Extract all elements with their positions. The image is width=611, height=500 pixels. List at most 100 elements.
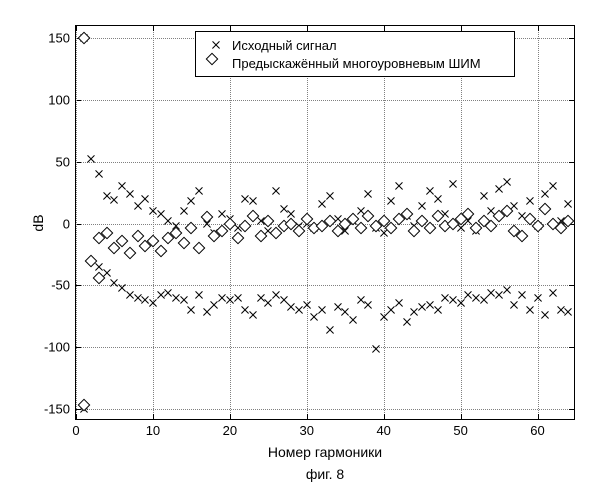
y-axis-label: dB <box>30 214 46 231</box>
marker-x-icon <box>364 190 372 198</box>
marker-x-icon <box>95 170 103 178</box>
marker-x-icon <box>218 210 226 218</box>
marker-x-icon <box>195 187 203 195</box>
marker-x-icon <box>441 210 449 218</box>
marker-x-icon <box>157 291 165 299</box>
marker-x-icon <box>249 197 257 205</box>
legend-marker-x-icon <box>204 41 228 49</box>
marker-x-icon <box>357 296 365 304</box>
marker-x-icon <box>272 291 280 299</box>
marker-x-icon <box>126 190 134 198</box>
marker-diamond-icon <box>277 220 290 233</box>
marker-x-icon <box>426 187 434 195</box>
marker-x-icon <box>264 227 272 235</box>
marker-x-icon <box>541 190 549 198</box>
marker-diamond-icon <box>316 220 329 233</box>
marker-diamond-icon <box>100 227 113 240</box>
marker-x-icon <box>418 303 426 311</box>
marker-x-icon <box>495 291 503 299</box>
marker-diamond-icon <box>108 242 121 255</box>
figure: -150-100-500501001500102030405060 dB Ном… <box>0 0 611 500</box>
y-tick-label: -150 <box>44 401 76 416</box>
marker-diamond-icon <box>208 229 221 242</box>
marker-x-icon <box>372 224 380 232</box>
grid-line-h <box>76 162 574 163</box>
marker-x-icon <box>403 212 411 220</box>
marker-x-icon <box>257 294 265 302</box>
marker-x-icon <box>280 205 288 213</box>
marker-x-icon <box>318 306 326 314</box>
marker-x-icon <box>434 195 442 203</box>
marker-x-icon <box>480 192 488 200</box>
marker-x-icon <box>557 306 565 314</box>
legend-marker-diamond-icon <box>204 59 228 68</box>
marker-x-icon <box>549 182 557 190</box>
marker-x-icon <box>195 291 203 299</box>
legend-label: Исходный сигнал <box>228 38 337 53</box>
marker-x-icon <box>503 286 511 294</box>
marker-x-icon <box>264 299 272 307</box>
x-axis-label: Номер гармоники <box>268 444 382 460</box>
marker-x-icon <box>564 200 572 208</box>
marker-x-icon <box>295 306 303 314</box>
marker-x-icon <box>126 291 134 299</box>
marker-x-icon <box>387 306 395 314</box>
marker-diamond-icon <box>177 237 190 250</box>
grid-line-h <box>76 347 574 348</box>
marker-diamond-icon <box>416 215 429 228</box>
marker-diamond-icon <box>116 234 129 247</box>
marker-x-icon <box>549 289 557 297</box>
marker-x-icon <box>526 197 534 205</box>
marker-x-icon <box>410 308 418 316</box>
marker-diamond-icon <box>539 202 552 215</box>
marker-x-icon <box>241 306 249 314</box>
grid-line-v <box>384 26 385 419</box>
marker-x-icon <box>510 301 518 309</box>
marker-diamond-icon <box>562 215 575 228</box>
legend-row: Предыскажённый многоуровневым ШИМ <box>204 54 506 72</box>
x-tick-label: 10 <box>146 419 160 438</box>
marker-x-icon <box>326 192 334 200</box>
marker-diamond-icon <box>247 210 260 223</box>
marker-x-icon <box>518 291 526 299</box>
marker-x-icon <box>510 202 518 210</box>
grid-line-v <box>230 26 231 419</box>
marker-diamond-icon <box>193 242 206 255</box>
marker-diamond-icon <box>400 207 413 220</box>
marker-x-icon <box>95 263 103 271</box>
marker-diamond-icon <box>262 215 275 228</box>
marker-x-icon <box>434 306 442 314</box>
marker-diamond-icon <box>139 239 152 252</box>
marker-x-icon <box>310 313 318 321</box>
marker-x-icon <box>487 207 495 215</box>
marker-x-icon <box>287 210 295 218</box>
marker-x-icon <box>480 296 488 304</box>
marker-diamond-icon <box>93 271 106 284</box>
marker-diamond-icon <box>170 227 183 240</box>
marker-diamond-icon <box>323 215 336 228</box>
marker-x-icon <box>234 294 242 302</box>
marker-x-icon <box>387 197 395 205</box>
legend-row: Исходный сигнал <box>204 36 506 54</box>
marker-x-icon <box>472 294 480 302</box>
figure-caption: фиг. 8 <box>306 466 344 482</box>
marker-diamond-icon <box>231 232 244 245</box>
marker-x-icon <box>280 296 288 304</box>
legend-label: Предыскажённый многоуровневым ШИМ <box>228 56 481 71</box>
marker-x-icon <box>418 202 426 210</box>
y-tick-label: 100 <box>48 93 76 108</box>
x-tick-label: 0 <box>72 419 79 438</box>
grid-line-h <box>76 100 574 101</box>
y-tick-label: 50 <box>56 154 76 169</box>
marker-x-icon <box>318 200 326 208</box>
marker-x-icon <box>141 195 149 203</box>
marker-x-icon <box>426 301 434 309</box>
grid-line-h <box>76 285 574 286</box>
marker-x-icon <box>357 207 365 215</box>
marker-x-icon <box>180 207 188 215</box>
marker-x-icon <box>141 296 149 304</box>
marker-diamond-icon <box>254 229 267 242</box>
marker-x-icon <box>134 294 142 302</box>
marker-x-icon <box>103 192 111 200</box>
marker-x-icon <box>287 303 295 311</box>
